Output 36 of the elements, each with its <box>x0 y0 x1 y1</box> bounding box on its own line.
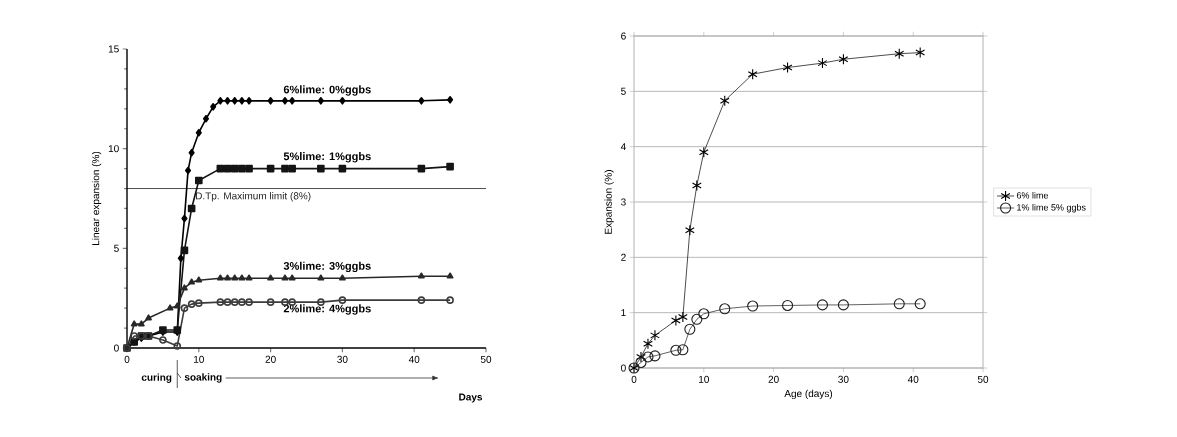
y-tick-label: 0 <box>621 364 626 372</box>
y-tick-label: 10 <box>108 145 119 153</box>
text: soaking <box>184 373 222 383</box>
x-tick-label: 20 <box>265 355 276 363</box>
x-tick-label: 40 <box>408 355 420 363</box>
x-tick-label: 20 <box>768 375 779 383</box>
x-axis-title: Days <box>459 393 483 403</box>
x-tick-label: 50 <box>480 355 492 363</box>
y-tick-label: 5 <box>114 244 119 252</box>
x-tick-label: 50 <box>977 375 989 383</box>
y-tick-label: 0 <box>114 344 119 352</box>
legend-label: 6% lime <box>1016 191 1049 199</box>
y-tick-label: 2 <box>621 253 626 261</box>
x-axis-title: Age (days) <box>784 389 833 400</box>
y-tick-label: 4 <box>620 143 626 151</box>
y-tick-label: 5 <box>621 87 626 95</box>
x-tick-label: 30 <box>337 355 348 363</box>
y-axis-title: Linear expansion (%) <box>91 151 102 245</box>
y-axis-title: Expansion (%) <box>604 170 614 234</box>
series-label: 2%lime: 4%ggbs <box>283 304 371 315</box>
series-label: 3%lime: 3%ggbs <box>283 261 371 273</box>
series-label: 5%lime: 1%ggbs <box>283 152 371 163</box>
text: curing <box>141 373 172 383</box>
x-tick-label: 30 <box>838 375 849 383</box>
y-tick-label: 6 <box>621 32 626 40</box>
ref-line-label: D.Tp. Maximum limit (8%) <box>195 192 311 202</box>
series-label: 6%lime: 0%ggbs <box>283 85 371 96</box>
x-tick-label: 40 <box>907 375 919 383</box>
legend-label: 1% lime 5% ggbs <box>1017 204 1086 213</box>
y-tick-label: 3 <box>621 198 626 206</box>
x-tick-label: 10 <box>194 355 204 363</box>
y-tick-label: 1 <box>621 309 626 317</box>
x-tick-label: 0 <box>631 375 637 383</box>
x-tick-label: 10 <box>699 375 709 383</box>
y-tick-label: 15 <box>108 45 119 53</box>
x-tick-label: 0 <box>124 355 130 363</box>
